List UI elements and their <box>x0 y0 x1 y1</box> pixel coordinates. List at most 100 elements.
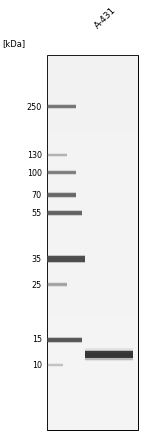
Text: 35: 35 <box>32 254 42 264</box>
Bar <box>47 172 76 175</box>
Bar <box>47 364 138 366</box>
Bar <box>47 325 138 327</box>
Bar <box>47 334 138 336</box>
Bar <box>47 295 138 297</box>
Bar <box>47 220 138 222</box>
Bar <box>47 76 138 77</box>
Bar <box>47 257 138 259</box>
Bar <box>47 342 138 344</box>
Bar <box>47 145 138 147</box>
Bar <box>47 255 85 261</box>
Bar <box>47 177 138 179</box>
Bar <box>47 338 82 342</box>
Bar <box>47 169 138 171</box>
Bar <box>47 153 138 154</box>
Bar <box>47 172 76 176</box>
Bar <box>47 72 138 74</box>
Bar <box>47 164 138 165</box>
Bar <box>47 85 138 87</box>
Bar <box>47 154 138 156</box>
Bar <box>47 201 138 203</box>
Bar <box>47 194 76 198</box>
Bar <box>47 104 138 106</box>
Bar <box>47 314 138 315</box>
Bar <box>47 407 138 409</box>
Bar <box>47 327 138 329</box>
Bar <box>47 130 138 132</box>
Bar <box>47 218 138 220</box>
Bar <box>47 125 138 126</box>
Bar <box>47 211 138 213</box>
Bar <box>47 282 67 286</box>
Bar <box>47 363 63 365</box>
Bar <box>47 173 138 175</box>
Bar <box>47 113 138 115</box>
Bar <box>47 209 138 211</box>
Bar <box>47 155 67 157</box>
Text: 15: 15 <box>32 335 42 345</box>
Bar <box>47 57 138 59</box>
Bar <box>47 100 138 102</box>
Bar <box>47 235 138 237</box>
Bar <box>47 346 138 348</box>
Bar <box>47 413 138 415</box>
Bar <box>47 256 138 257</box>
Bar <box>47 194 138 196</box>
Bar <box>85 355 133 362</box>
Bar <box>47 315 138 318</box>
Bar <box>47 272 138 275</box>
Text: 250: 250 <box>27 103 42 111</box>
Bar <box>47 203 138 205</box>
Bar <box>47 363 138 364</box>
Bar <box>47 280 138 282</box>
Bar <box>47 339 82 343</box>
Bar <box>47 396 138 398</box>
Bar <box>47 359 138 361</box>
Bar <box>47 287 138 290</box>
Bar <box>47 374 138 376</box>
Bar <box>47 348 138 349</box>
Bar <box>47 106 76 110</box>
Text: [kDa]: [kDa] <box>2 39 25 48</box>
Bar <box>47 337 82 341</box>
Bar <box>47 139 138 141</box>
Bar <box>47 404 138 406</box>
Bar <box>47 62 138 64</box>
Bar <box>47 104 76 107</box>
Bar <box>47 291 138 293</box>
Bar <box>47 426 138 428</box>
Bar <box>47 297 138 299</box>
Bar <box>47 79 138 81</box>
Text: 55: 55 <box>32 209 42 217</box>
Bar <box>47 179 138 181</box>
Bar <box>47 162 138 164</box>
Bar <box>47 304 138 306</box>
Bar <box>47 190 138 192</box>
Bar <box>47 154 67 156</box>
Bar <box>47 351 138 353</box>
Bar <box>47 59 138 61</box>
Bar <box>47 92 138 94</box>
Bar <box>47 210 82 214</box>
Bar <box>47 392 138 394</box>
Bar <box>47 237 138 239</box>
Bar <box>47 224 138 226</box>
Bar <box>47 261 138 263</box>
Bar <box>47 132 138 134</box>
Bar <box>47 211 82 215</box>
Bar <box>47 193 76 197</box>
Bar <box>47 340 138 342</box>
Bar <box>47 411 138 413</box>
Bar <box>47 321 138 323</box>
Bar <box>47 400 138 402</box>
Bar <box>47 299 138 301</box>
Bar <box>47 214 138 216</box>
Bar <box>47 160 138 162</box>
Bar <box>47 344 138 346</box>
Bar <box>47 406 138 407</box>
Bar <box>47 283 67 286</box>
Bar <box>47 55 138 430</box>
Bar <box>47 196 138 198</box>
Bar <box>47 212 82 216</box>
Bar <box>47 205 138 207</box>
